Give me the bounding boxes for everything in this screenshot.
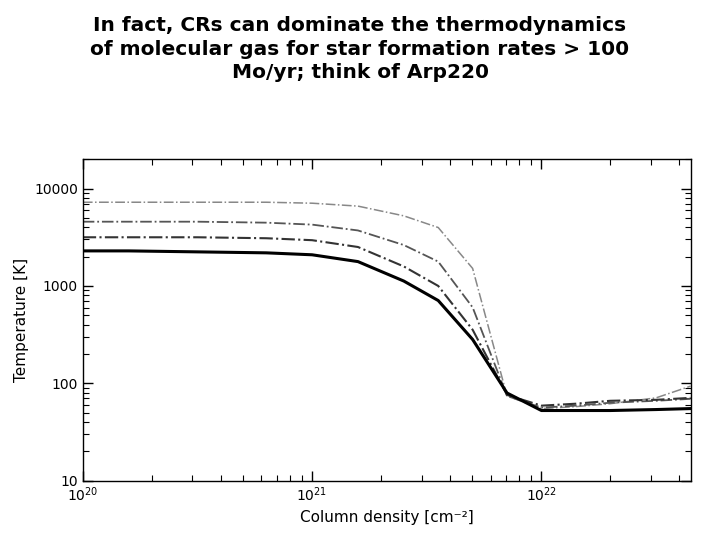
X-axis label: Column density [cm⁻²]: Column density [cm⁻²] (300, 510, 474, 525)
Y-axis label: Temperature [K]: Temperature [K] (14, 258, 29, 382)
Text: In fact, CRs can dominate the thermodynamics
of molecular gas for star formation: In fact, CRs can dominate the thermodyna… (91, 16, 629, 82)
